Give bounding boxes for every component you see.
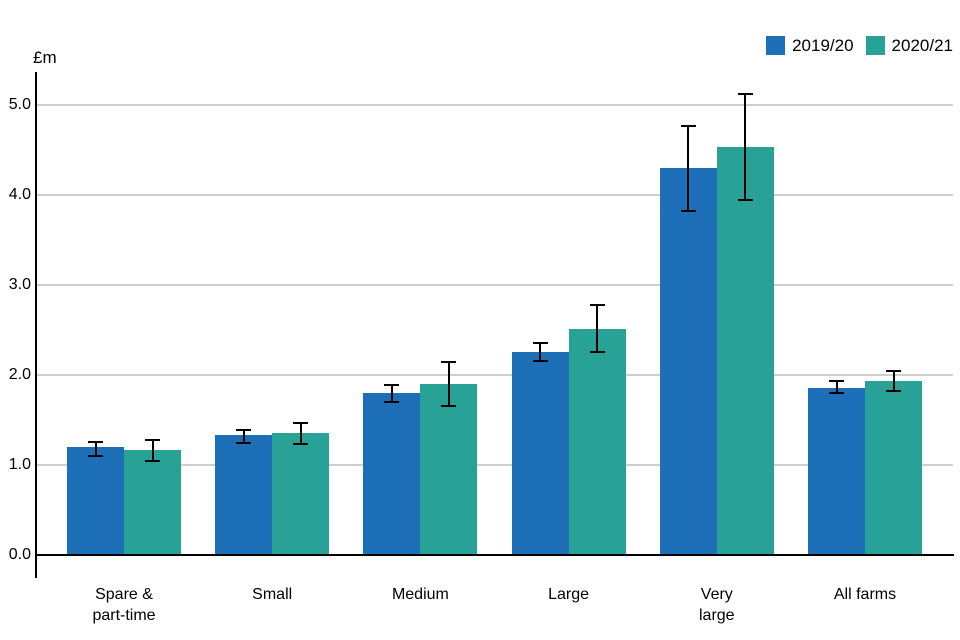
error-bar-2019-20-large-line [539,342,542,361]
error-bar-2020-21-large-cap-top [589,303,605,306]
x-category-label-large: Large [548,586,590,603]
bar-2019-20-small [215,435,273,555]
bar-2020-21-all-farms [865,381,922,555]
legend-label-2020-21: 2020/21 [891,36,953,55]
error-bar-2020-21-very-large-line [744,94,747,200]
error-bar-2019-20-small-line [242,429,245,443]
error-bar-2019-20-very-large-cap-top [680,124,696,127]
y-tick-label-5: 5.0 [8,96,31,113]
error-bar-2019-20-large-cap-bottom [532,359,548,362]
error-bar-2019-20-small-cap-bottom [236,441,252,444]
legend-item-2019-20: 2019/20 [766,36,854,55]
error-bar-2019-20-medium-cap-bottom [384,401,400,403]
error-bar-2019-20-large-cap-top [532,341,548,344]
error-bar-2019-20-medium-line [390,384,393,402]
error-bar-2020-21-small-cap-top [293,421,309,424]
error-bar-2019-20-all-farms-line [835,381,838,393]
x-category-label-small: Small [252,586,293,603]
gridline-4 [36,194,953,196]
error-bar-2020-21-medium-line [447,362,450,406]
x-category-label-medium: Medium [391,586,449,603]
error-bar-2020-21-all-farms-cap-bottom [886,390,901,393]
error-bar-2020-21-small-cap-bottom [293,443,309,446]
error-bar-2020-21-spare-part-time-cap-top [145,438,160,441]
legend-item-2020-21: 2020/21 [865,36,953,55]
legend-label-2019-20: 2019/20 [792,36,854,55]
error-bar-2019-20-spare-part-time-line [94,441,97,456]
x-axis-line [35,554,954,556]
bar-2019-20-large [511,351,569,555]
bar-2019-20-very-large [659,168,717,555]
x-category-label-spare-part-time: Spare & part-time [92,586,156,624]
error-bar-2020-21-all-farms-cap-top [886,370,901,373]
gridline-5 [36,104,953,106]
error-bar-2020-21-spare-part-time-cap-bottom [145,459,160,462]
x-category-label-very-large: Very large [699,586,735,624]
gridline-3 [36,284,953,286]
error-bar-2020-21-large-cap-bottom [589,350,605,353]
legend-swatch-2019-20-icon [766,36,786,55]
y-tick-label-2: 2.0 [8,366,31,383]
error-bar-2020-21-small-line [299,422,302,445]
error-bar-2020-21-all-farms-line [892,371,895,392]
error-bar-2020-21-medium-cap-top [441,361,457,364]
y-axis-title: £m [33,48,57,67]
bar-2020-21-very-large [716,147,774,555]
chart-legend: 2019/20 2020/21 [766,36,953,55]
error-bar-2019-20-spare-part-time-cap-bottom [88,455,103,457]
error-bar-2020-21-very-large-cap-bottom [737,198,753,201]
error-bar-2019-20-small-cap-top [236,428,252,431]
bar-2020-21-spare-part-time [124,449,181,555]
legend-swatch-2020-21-icon [865,36,885,55]
gridline-2 [36,374,953,376]
error-bar-2019-20-all-farms-cap-bottom [829,392,844,394]
error-bar-2019-20-spare-part-time-cap-top [88,440,103,443]
error-bar-2019-20-all-farms-cap-top [829,380,844,383]
error-bar-2020-21-medium-cap-bottom [441,404,457,407]
x-category-label-all-farms: All farms [833,586,897,603]
error-bar-2019-20-very-large-line [687,125,690,212]
bar-2020-21-large [568,329,626,555]
error-bar-2020-21-large-line [596,304,599,352]
error-bar-2019-20-very-large-cap-bottom [680,210,696,213]
bar-2020-21-medium [420,384,478,555]
y-tick-label-3: 3.0 [8,276,31,293]
bar-2019-20-spare-part-time [67,447,124,555]
bar-2019-20-medium [363,393,421,555]
y-tick-label-4: 4.0 [8,186,31,203]
error-bar-2020-21-spare-part-time-line [151,439,154,461]
y-tick-label-0: 0.0 [8,546,31,563]
bar-2020-21-small [272,432,330,555]
y-axis-line [35,72,37,578]
y-tick-label-1: 1.0 [8,456,31,473]
error-bar-2020-21-very-large-cap-top [737,93,753,96]
bar-2019-20-all-farms [808,387,865,555]
gridline-1 [36,464,953,466]
error-bar-2019-20-medium-cap-top [384,383,400,386]
